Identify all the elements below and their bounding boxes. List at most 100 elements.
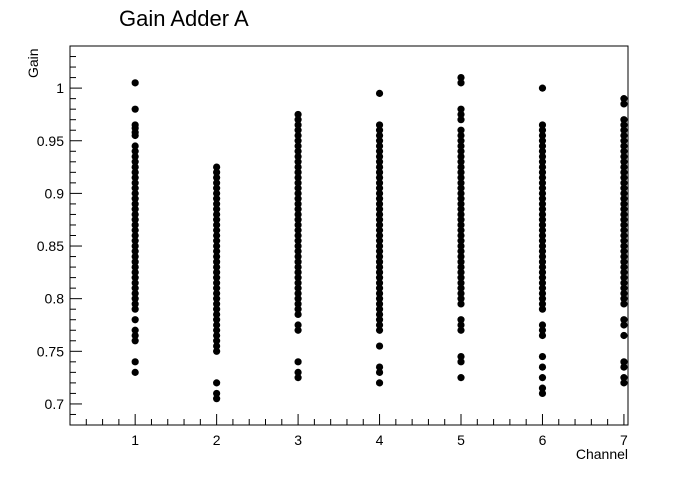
data-point — [294, 121, 302, 129]
data-point — [457, 221, 465, 229]
data-point — [294, 284, 302, 292]
data-points — [131, 73, 628, 403]
data-point — [375, 163, 384, 171]
data-point — [131, 131, 139, 140]
data-point — [294, 252, 302, 261]
data-point — [294, 274, 302, 282]
data-point — [213, 242, 221, 250]
data-point — [457, 163, 465, 171]
data-point — [375, 247, 384, 255]
data-point — [213, 189, 221, 197]
data-point — [457, 189, 465, 197]
data-point — [375, 147, 384, 155]
data-point — [131, 252, 139, 261]
data-point — [213, 284, 221, 292]
data-point — [131, 152, 139, 161]
data-point — [213, 268, 221, 276]
data-point — [213, 184, 221, 192]
data-point — [131, 337, 139, 345]
data-point — [375, 189, 384, 197]
data-point — [294, 195, 302, 203]
data-point — [538, 163, 547, 171]
data-point — [294, 147, 302, 155]
data-point — [457, 247, 465, 255]
data-point — [538, 152, 547, 161]
data-point — [213, 310, 221, 319]
data-point — [457, 358, 465, 366]
data-point — [375, 205, 384, 213]
data-point — [375, 173, 384, 182]
data-point — [213, 221, 221, 229]
data-point — [457, 289, 465, 298]
data-point — [538, 289, 547, 298]
data-point — [131, 163, 139, 171]
data-point — [620, 242, 628, 250]
data-point — [375, 274, 384, 282]
data-point — [375, 284, 384, 292]
data-point — [538, 173, 547, 182]
data-point — [457, 352, 465, 361]
data-point — [375, 121, 384, 129]
data-point — [213, 237, 221, 245]
data-point — [620, 226, 628, 234]
data-point — [375, 168, 384, 176]
x-tick-label: 4 — [376, 432, 384, 448]
data-point — [538, 179, 547, 187]
data-point — [131, 279, 139, 287]
data-point — [294, 152, 302, 161]
data-point — [538, 389, 547, 398]
data-point — [538, 284, 547, 292]
data-point — [131, 300, 139, 308]
x-tick-label: 3 — [294, 432, 302, 448]
data-point — [620, 168, 628, 176]
data-point — [538, 226, 547, 234]
data-point — [375, 379, 384, 387]
data-point — [620, 363, 628, 371]
data-point — [457, 116, 465, 124]
data-point — [375, 300, 384, 308]
data-point — [620, 137, 628, 145]
data-point — [620, 205, 628, 213]
data-point — [538, 237, 547, 245]
data-point — [457, 147, 465, 155]
data-point — [294, 179, 302, 187]
data-point — [620, 95, 628, 103]
data-point — [131, 216, 139, 224]
data-point — [457, 210, 465, 219]
data-point — [457, 279, 465, 287]
data-point — [213, 331, 221, 340]
data-point — [375, 89, 384, 97]
data-point — [457, 73, 465, 82]
y-tick-label: 0.8 — [45, 291, 65, 307]
y-tick-label: 0.85 — [37, 238, 64, 254]
data-point — [620, 268, 628, 276]
data-point — [375, 158, 384, 166]
data-point — [457, 263, 465, 271]
data-point — [457, 126, 465, 134]
data-point — [131, 179, 139, 187]
data-point — [375, 305, 384, 313]
data-point — [375, 200, 384, 208]
data-point — [538, 279, 547, 287]
y-tick-label: 1 — [56, 80, 64, 96]
data-point — [538, 231, 547, 240]
data-point — [538, 252, 547, 261]
data-point — [294, 205, 302, 213]
data-point — [294, 263, 302, 271]
data-point — [620, 274, 628, 282]
data-point — [131, 168, 139, 176]
data-point — [294, 268, 302, 276]
data-point — [213, 342, 221, 350]
data-point — [375, 268, 384, 276]
data-point — [213, 163, 221, 171]
data-point — [538, 147, 547, 155]
data-point — [294, 126, 302, 134]
data-point — [294, 189, 302, 197]
data-point — [538, 326, 547, 334]
data-point — [457, 268, 465, 276]
data-point — [131, 231, 139, 240]
data-point — [457, 105, 465, 113]
data-point — [457, 326, 465, 334]
data-point — [131, 105, 139, 113]
